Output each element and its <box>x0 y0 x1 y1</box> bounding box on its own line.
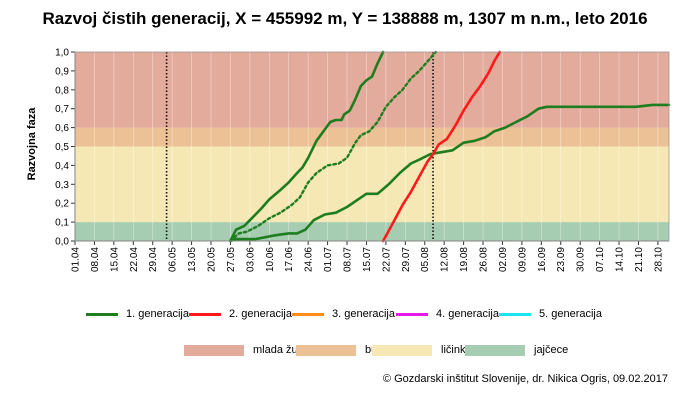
x-tick-label: 01.07 <box>323 247 334 272</box>
legend-swatch <box>296 344 356 356</box>
legend-swatch <box>465 344 525 356</box>
legend-item-gen4: 4. generacija <box>396 306 499 322</box>
x-tick-label: 22.04 <box>129 247 140 272</box>
y-tick-label: 0,8 <box>55 85 69 96</box>
legend-swatch <box>184 344 244 356</box>
series-line <box>229 103 671 243</box>
phase-band <box>75 222 669 241</box>
legend-swatch <box>372 344 432 356</box>
copyright-note: © Gozdarski inštitut Slovenije, dr. Niki… <box>382 373 668 385</box>
x-tick-label: 29.04 <box>148 247 159 272</box>
legend-item-gen5: 5. generacija <box>499 306 602 322</box>
y-tick-label: 0,4 <box>55 161 69 172</box>
legend-swatch <box>499 312 531 316</box>
x-tick-label: 07.10 <box>595 247 606 272</box>
x-tick-label: 27.05 <box>226 247 237 272</box>
x-tick-label: 14.10 <box>615 247 626 272</box>
phase-legend: mlada žuželka buba ličinka jajčece <box>0 342 690 358</box>
legend-label: 2. generacija <box>229 308 292 320</box>
legend-label: 1. generacija <box>126 308 189 320</box>
y-tick-label: 0,9 <box>55 66 69 77</box>
y-tick-label: 1,0 <box>55 48 69 59</box>
x-tick-label: 30.09 <box>576 247 587 272</box>
y-tick-label: 0,5 <box>55 142 69 153</box>
x-tick-label: 29.07 <box>401 247 412 272</box>
x-tick-label: 06.05 <box>168 247 179 272</box>
x-tick-label: 17.06 <box>284 247 295 272</box>
x-tick-label: 26.08 <box>479 247 490 272</box>
x-tick-label: 13.05 <box>187 247 198 272</box>
series-line <box>229 50 437 243</box>
y-tick-label: 0,1 <box>55 218 69 229</box>
legend-label: 3. generacija <box>332 308 395 320</box>
x-tick-label: 28.10 <box>653 247 664 272</box>
legend-item-gen3: 3. generacija <box>292 306 395 322</box>
plot-frame <box>74 51 670 242</box>
x-tick-label: 15.07 <box>362 247 373 272</box>
x-tick-label: 12.08 <box>440 247 451 272</box>
x-tick-label: 19.08 <box>459 247 470 272</box>
series-line <box>381 50 502 243</box>
x-tick-label: 08.07 <box>343 247 354 272</box>
legend-swatch <box>292 312 324 316</box>
x-tick-label: 21.10 <box>634 247 645 272</box>
legend-label: jajčece <box>534 344 569 356</box>
legend-label: ličinka <box>441 344 472 356</box>
x-tick-label: 15.04 <box>109 247 120 272</box>
legend-label: 4. generacija <box>436 308 499 320</box>
x-tick-label: 09.09 <box>517 247 528 272</box>
y-tick-label: 0,0 <box>55 237 69 248</box>
legend-item-gen1: 1. generacija <box>86 306 189 322</box>
phase-band <box>75 146 669 223</box>
y-tick-label: 0,3 <box>55 180 69 191</box>
chart-title: Razvoj čistih generacij, X = 455992 m, Y… <box>42 9 648 28</box>
x-tick-label: 22.07 <box>381 247 392 272</box>
legend-item-licinka: ličinka <box>372 342 472 358</box>
phase-band <box>75 127 669 147</box>
y-tick-label: 0,2 <box>55 199 69 210</box>
phase-band <box>75 52 669 128</box>
x-tick-label: 02.09 <box>498 247 509 272</box>
x-tick-label: 24.06 <box>304 247 315 272</box>
chart-plot: 0,0 0,1 0,2 0,3 0,4 0,5 0,6 0,7 0,8 0,9 1,0 01.04 08… <box>55 48 671 272</box>
x-tick-label: 03.06 <box>245 247 256 272</box>
x-tick-label: 16.09 <box>537 247 548 272</box>
x-tick-label: 05.08 <box>420 247 431 272</box>
legend-swatch <box>396 312 428 316</box>
legend-swatch <box>189 312 221 316</box>
y-tick-label: 0,6 <box>55 123 69 134</box>
legend-item-jajcece: jajčece <box>465 342 568 358</box>
x-tick-label: 08.04 <box>90 247 101 272</box>
legend-swatch <box>86 312 118 316</box>
x-tick-label: 01.04 <box>71 247 82 272</box>
legend-item-gen2: 2. generacija <box>189 306 292 322</box>
series-legend: 1. generacija 2. generacija 3. generacij… <box>0 306 690 322</box>
y-tick-label: 0,7 <box>55 104 69 115</box>
series-line <box>229 50 385 243</box>
legend-label: 5. generacija <box>539 308 602 320</box>
x-tick-label: 23.09 <box>556 247 567 272</box>
x-tick-label: 20.05 <box>207 247 218 272</box>
x-tick-label: 10.06 <box>265 247 276 272</box>
